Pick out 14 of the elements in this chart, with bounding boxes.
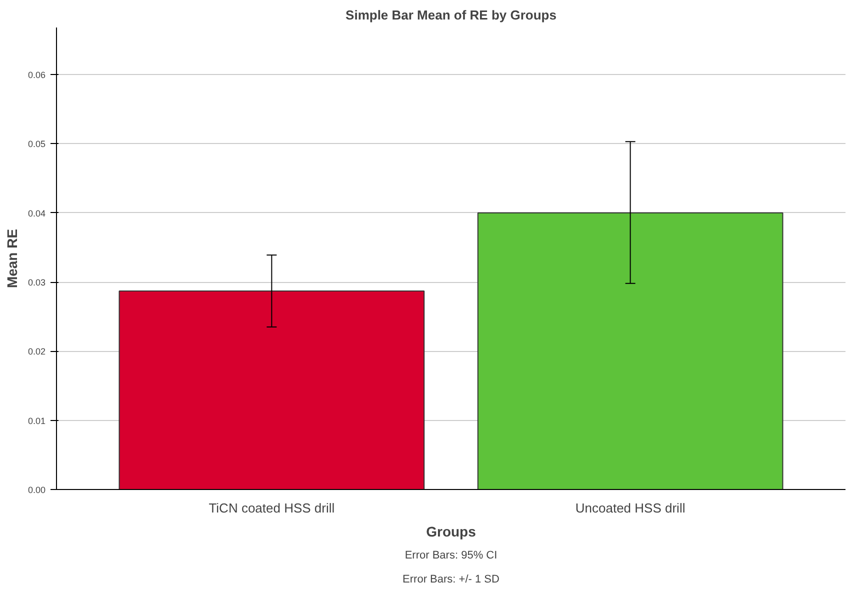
chart-title: Simple Bar Mean of RE by Groups bbox=[346, 8, 556, 22]
y-tick-label: 0.01 bbox=[28, 416, 46, 426]
y-tick-label: 0.05 bbox=[28, 139, 46, 150]
x-tick-label: Uncoated HSS drill bbox=[575, 500, 686, 516]
y-tick-label: 0.02 bbox=[28, 346, 46, 357]
y-tick-label: 0.04 bbox=[28, 208, 46, 218]
y-tick-label: 0.03 bbox=[28, 278, 46, 288]
y-axis-title: Mean RE bbox=[4, 228, 20, 288]
text: Error Bars: +/- 1 SD bbox=[402, 574, 500, 586]
text: Error Bars: 95% CI bbox=[404, 550, 498, 562]
x-axis-title: Groups bbox=[426, 524, 476, 540]
y-tick-label: 0.00 bbox=[28, 485, 46, 495]
y-tick-label: 0.06 bbox=[28, 70, 46, 80]
x-tick-label: TiCN coated HSS drill bbox=[208, 500, 335, 516]
